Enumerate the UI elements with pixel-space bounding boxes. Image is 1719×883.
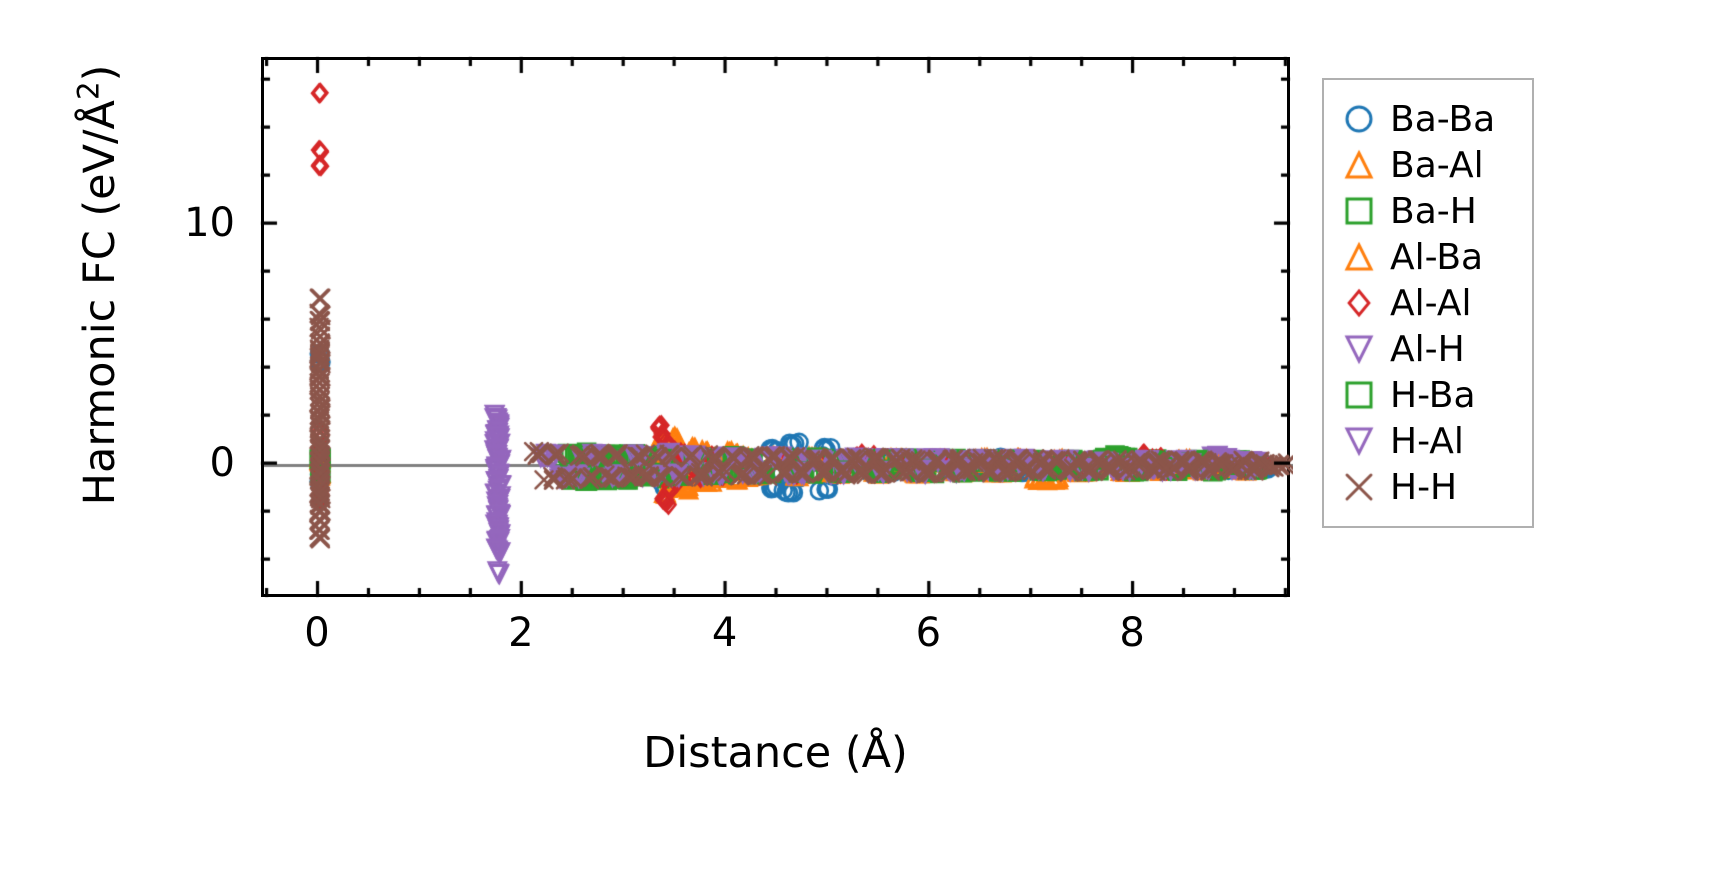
- legend-item-h-al[interactable]: H-Al: [1336, 418, 1518, 464]
- legend-item-label: H-H: [1390, 466, 1458, 508]
- legend-item-h-ba[interactable]: H-Ba: [1336, 372, 1518, 418]
- triangle-up-icon: [1336, 142, 1382, 188]
- y-axis-label-text: Harmonic FC (eV/Å: [75, 100, 125, 506]
- legend-item-label: Al-Ba: [1390, 236, 1484, 278]
- triangle-up-icon: [1336, 234, 1382, 280]
- y-axis-label-exponent: 2: [71, 81, 106, 101]
- square-icon: [1336, 188, 1382, 234]
- x-tick-label: 8: [1119, 610, 1145, 656]
- legend-item-ba-h[interactable]: Ba-H: [1336, 188, 1518, 234]
- x-tick-label: 2: [508, 610, 534, 656]
- legend-item-label: Al-Al: [1390, 282, 1472, 324]
- legend-item-al-ba[interactable]: Al-Ba: [1336, 234, 1518, 280]
- legend-item-label: H-Al: [1390, 420, 1464, 462]
- circle-icon: [1336, 96, 1382, 142]
- y-axis-label: Harmonic FC (eV/Å2): [71, 64, 125, 506]
- scatter-plot-canvas: [264, 60, 1293, 600]
- legend-item-label: H-Ba: [1390, 374, 1476, 416]
- y-axis-label-wrapper: Harmonic FC (eV/Å2): [71, 0, 125, 685]
- legend-item-label: Al-H: [1390, 328, 1465, 370]
- square-icon: [1336, 372, 1382, 418]
- legend-item-label: Ba-H: [1390, 190, 1477, 232]
- legend-item-ba-ba[interactable]: Ba-Ba: [1336, 96, 1518, 142]
- triangle-down-icon: [1336, 326, 1382, 372]
- plot-area[interactable]: [261, 57, 1293, 600]
- x-tick-label: 6: [915, 610, 942, 656]
- x-icon: [1336, 464, 1382, 510]
- legend-box[interactable]: Ba-Ba Ba-Al Ba-H Al-Ba Al-Al Al-H H-Ba H-Al H-H: [1322, 78, 1534, 528]
- x-axis-label: Distance (Å): [0, 728, 1551, 778]
- legend-item-al-al[interactable]: Al-Al: [1336, 280, 1518, 326]
- x-tick-label: 0: [304, 610, 330, 656]
- x-tick-label: 4: [711, 610, 738, 656]
- triangle-down-icon: [1336, 418, 1382, 464]
- y-tick-label: 10: [184, 199, 235, 246]
- legend-item-ba-al[interactable]: Ba-Al: [1336, 142, 1518, 188]
- legend-item-h-h[interactable]: H-H: [1336, 464, 1518, 510]
- legend-item-label: Ba-Ba: [1390, 98, 1496, 140]
- legend-item-label: Ba-Al: [1390, 144, 1484, 186]
- y-axis-label-tail: ): [75, 64, 125, 82]
- y-tick-label: 0: [209, 439, 235, 486]
- x-axis-label-text: Distance (Å): [643, 728, 908, 778]
- legend-item-al-h[interactable]: Al-H: [1336, 326, 1518, 372]
- diamond-icon: [1336, 280, 1382, 326]
